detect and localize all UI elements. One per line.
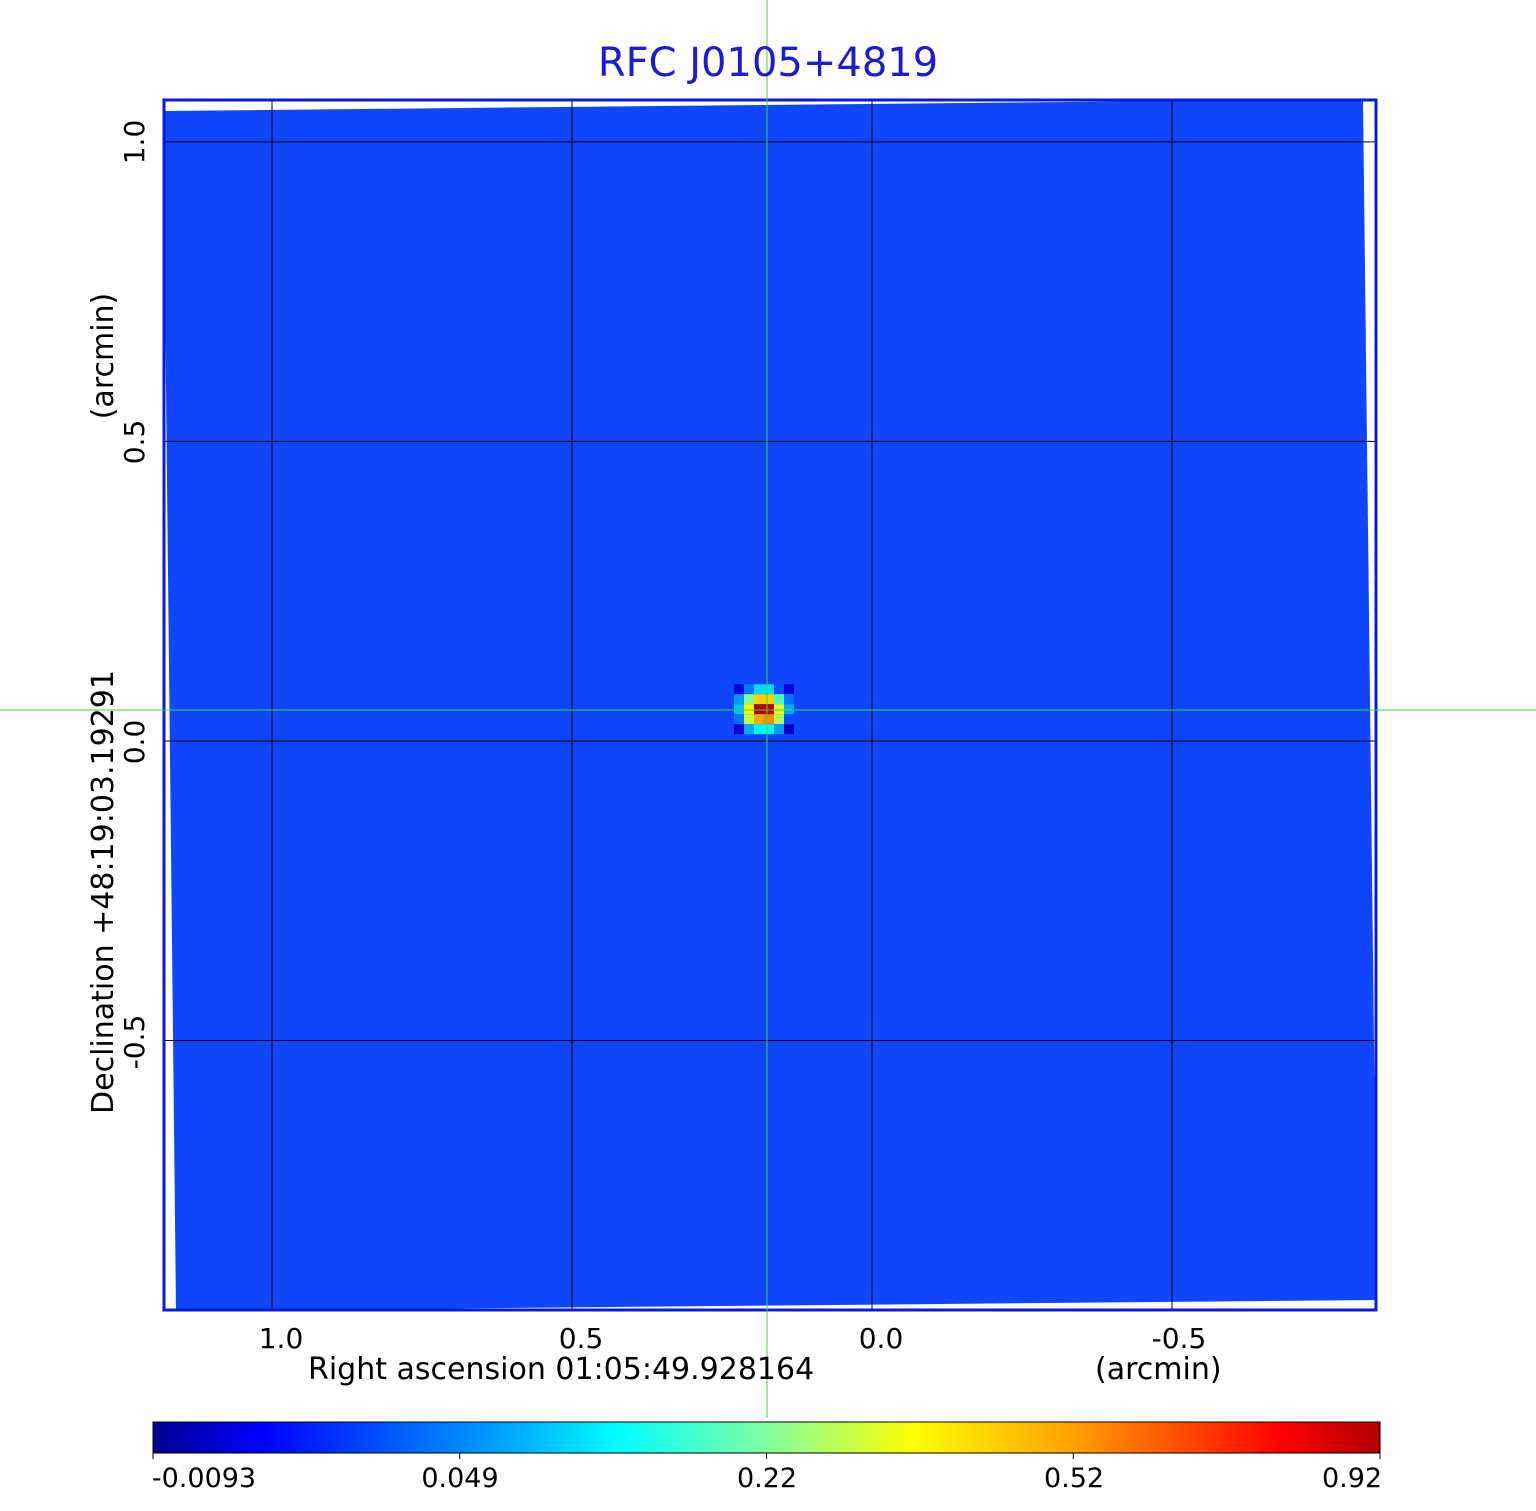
source-pixel xyxy=(734,724,744,735)
source-pixel xyxy=(734,694,744,705)
source-pixel xyxy=(744,714,754,725)
source-pixel xyxy=(754,704,764,715)
colorbar-tick-label: 0.52 xyxy=(1043,1463,1105,1494)
source-pixel xyxy=(774,704,784,715)
x-axis-label: Right ascension 01:05:49.928164 xyxy=(308,1352,815,1387)
y-tick-label: 0.0 xyxy=(118,719,151,765)
colorbar-tick-label: 0.049 xyxy=(421,1463,499,1494)
source-pixel xyxy=(744,684,754,695)
source-pixel xyxy=(764,714,774,725)
colorbar-tick-label: 0.22 xyxy=(736,1463,798,1494)
chart-title: RFC J0105+4819 xyxy=(597,40,939,86)
source-pixel xyxy=(754,684,764,695)
source-pixel xyxy=(784,684,794,695)
source-pixel xyxy=(784,724,794,735)
colorbar-tick-label: 0.92 xyxy=(1321,1463,1383,1494)
colorbar-tick-label: -0.0093 xyxy=(151,1463,257,1494)
y-tick-label: 0.5 xyxy=(118,419,151,465)
source-pixel xyxy=(774,694,784,705)
source-pixels xyxy=(734,684,794,735)
source-pixel xyxy=(754,714,764,725)
source-pixel xyxy=(784,714,794,725)
source-pixel xyxy=(774,724,784,735)
source-pixel xyxy=(764,694,774,705)
y-tick-label: 1.0 xyxy=(118,119,151,165)
y-tick-label: -0.5 xyxy=(118,1014,151,1070)
x-tick-label: 0.5 xyxy=(558,1322,604,1355)
x-tick-label: -0.5 xyxy=(1151,1322,1207,1355)
source-pixel xyxy=(744,724,754,735)
source-pixel xyxy=(744,694,754,705)
source-pixel xyxy=(774,684,784,695)
source-pixel xyxy=(734,684,744,695)
source-pixel xyxy=(764,704,774,715)
source-pixel xyxy=(734,714,744,725)
source-pixel xyxy=(734,704,744,715)
source-pixel xyxy=(754,694,764,705)
colorbar-ticks xyxy=(152,1453,1381,1459)
x-tick-label: 0.0 xyxy=(858,1322,904,1355)
source-pixel xyxy=(774,714,784,725)
x-tick-label: 1.0 xyxy=(258,1322,304,1355)
coordinate-grid xyxy=(164,100,1376,1310)
y-axis-unit: (arcmin) xyxy=(86,292,121,420)
colorbar xyxy=(152,1421,1381,1454)
source-pixel xyxy=(784,704,794,715)
plot-frame xyxy=(162,98,1378,1312)
source-pixel xyxy=(784,694,794,705)
source-pixel xyxy=(744,704,754,715)
y-axis-label: Declination +48:19:03.19291 xyxy=(86,670,121,1114)
source-pixel xyxy=(754,724,764,735)
source-pixel xyxy=(764,684,774,695)
source-pixel xyxy=(764,724,774,735)
x-axis-unit: (arcmin) xyxy=(1095,1352,1222,1387)
